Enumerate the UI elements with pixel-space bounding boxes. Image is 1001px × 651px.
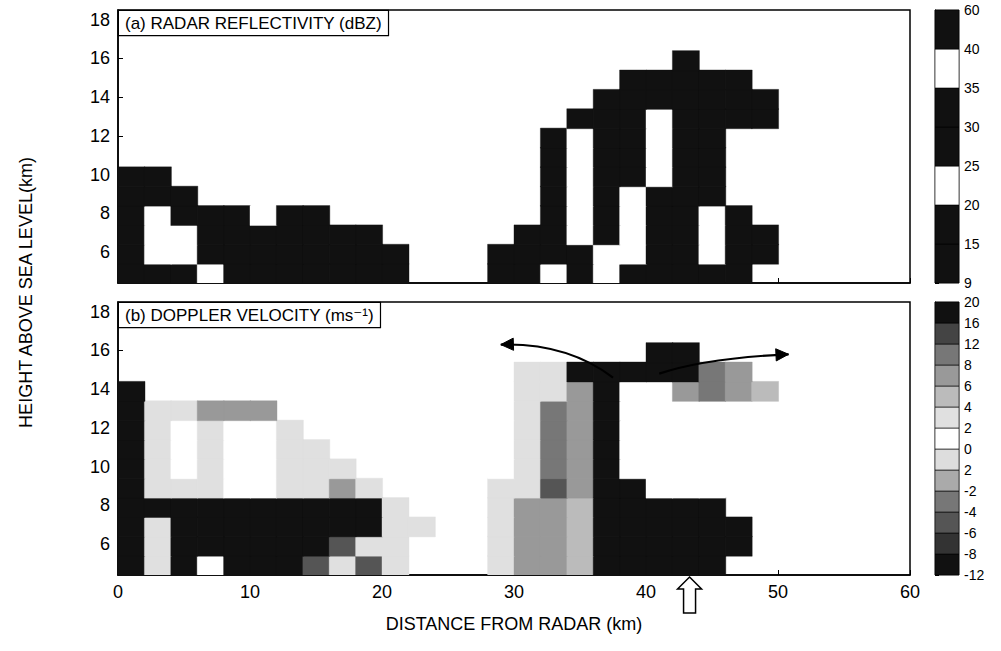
svg-text:-4: -4 — [964, 504, 977, 520]
svg-text:15: 15 — [964, 236, 980, 252]
svg-text:10: 10 — [240, 582, 260, 602]
svg-text:16: 16 — [90, 48, 110, 68]
svg-text:10: 10 — [90, 165, 110, 185]
svg-text:-2: -2 — [964, 483, 977, 499]
svg-text:-8: -8 — [964, 546, 977, 562]
svg-text:12: 12 — [90, 418, 110, 438]
svg-text:14: 14 — [90, 87, 110, 107]
svg-text:(a) RADAR REFLECTIVITY (dBZ): (a) RADAR REFLECTIVITY (dBZ) — [125, 14, 382, 33]
svg-text:14: 14 — [90, 379, 110, 399]
svg-text:6: 6 — [100, 534, 110, 554]
svg-text:18: 18 — [90, 10, 110, 30]
svg-text:30: 30 — [504, 582, 524, 602]
svg-text:16: 16 — [90, 340, 110, 360]
svg-text:8: 8 — [964, 357, 972, 373]
svg-text:0: 0 — [113, 582, 123, 602]
svg-text:HEIGHT ABOVE SEA LEVEL(km): HEIGHT ABOVE SEA LEVEL(km) — [16, 157, 36, 428]
svg-text:8: 8 — [100, 203, 110, 223]
svg-text:DISTANCE FROM RADAR (km): DISTANCE FROM RADAR (km) — [386, 614, 643, 634]
svg-text:60: 60 — [900, 582, 920, 602]
svg-text:-12: -12 — [964, 567, 984, 583]
svg-text:2: 2 — [964, 420, 972, 436]
svg-text:30: 30 — [964, 119, 980, 135]
svg-text:16: 16 — [964, 315, 980, 331]
svg-text:-6: -6 — [964, 525, 977, 541]
svg-text:60: 60 — [964, 2, 980, 18]
svg-text:20: 20 — [964, 197, 980, 213]
svg-text:12: 12 — [90, 126, 110, 146]
svg-text:25: 25 — [964, 158, 980, 174]
svg-text:0: 0 — [964, 441, 972, 457]
svg-text:50: 50 — [768, 582, 788, 602]
svg-text:2: 2 — [964, 462, 972, 478]
svg-text:12: 12 — [964, 336, 980, 352]
svg-text:10: 10 — [90, 457, 110, 477]
svg-text:6: 6 — [964, 378, 972, 394]
svg-text:20: 20 — [372, 582, 392, 602]
svg-text:9: 9 — [964, 275, 972, 291]
svg-text:35: 35 — [964, 80, 980, 96]
svg-text:20: 20 — [964, 294, 980, 310]
svg-text:40: 40 — [964, 41, 980, 57]
svg-text:8: 8 — [100, 495, 110, 515]
svg-text:6: 6 — [100, 242, 110, 262]
svg-text:(b) DOPPLER VELOCITY (ms⁻¹): (b) DOPPLER VELOCITY (ms⁻¹) — [125, 306, 374, 325]
svg-text:18: 18 — [90, 302, 110, 322]
svg-text:40: 40 — [636, 582, 656, 602]
svg-text:4: 4 — [964, 399, 972, 415]
